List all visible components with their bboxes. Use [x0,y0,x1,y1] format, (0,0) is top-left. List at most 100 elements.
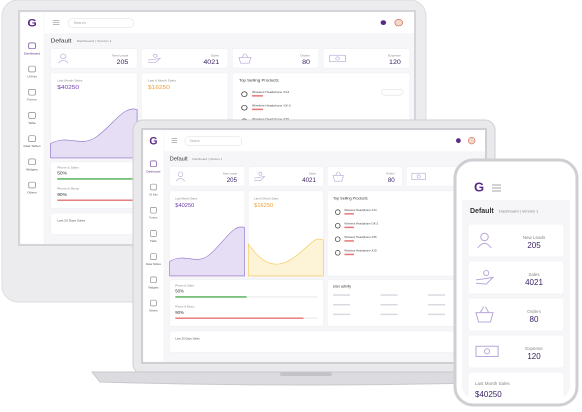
product-icon [335,236,341,242]
sales-area [169,226,245,277]
search-placeholder: Search [74,21,86,25]
sidebar-icon [150,207,157,214]
sidebar-icon [28,112,36,119]
sales-area [50,108,138,159]
sidebar-icon [150,230,157,237]
stat-value: 80 [388,177,395,184]
laptop-screen: G Search Dashboard UI Kits Forms Table Data Ta… [143,130,485,362]
sidebar-label: Forms [27,98,37,102]
page-title: Default [470,208,494,215]
laptop-notch [280,372,332,376]
avatar [468,137,476,145]
notification-icon [456,138,461,144]
sales-label: Last Month Sales [475,381,511,386]
progress-label: Phone & Sales [175,283,194,287]
product-name: Wireless Headphone X19 [344,249,377,253]
user-icon [176,177,185,182]
sidebar [143,130,165,362]
page-title: Default [51,38,72,45]
card-title: Top Selling Products [333,197,368,201]
card [467,334,565,369]
search-box [67,18,135,28]
user-icon [480,232,489,242]
sidebar-label: Widgets [148,285,159,289]
product-icon [335,250,341,256]
product-price [344,213,354,215]
basket-icon [475,306,494,323]
stat-label: Expense [388,53,401,57]
sidebar-label: Data Tables [23,144,41,148]
progress-value: 50% [57,171,67,176]
cash-icon [475,345,499,357]
activity-cell [333,304,351,306]
cash-icon [329,54,346,62]
notification-icon [380,20,387,26]
stat-label: Expense [525,346,543,351]
product-price [252,108,263,111]
progress-bar [175,296,247,298]
activity-cell [428,313,446,316]
card [141,48,229,69]
sidebar-label: UI Kits [27,75,37,79]
card-title: Last 20 Days Sales [175,337,200,341]
card [467,223,565,258]
product-name: Wireless Headphone X36 [252,117,289,121]
logo: G [27,18,37,29]
card [169,330,482,353]
product-name: Wireless Headphone X36 [344,235,377,239]
product-name: Wireless Headphone X13 [344,208,377,212]
logo: G [474,179,484,194]
sidebar-label: Table [150,239,157,243]
breadcrumb: Dashboard | Version 1 [499,209,539,214]
sidebar-label: Others [27,191,37,195]
stat-value: 120 [389,59,401,66]
stat-label: Sales [211,53,220,57]
stat-value: 120 [527,352,541,361]
user-icon [58,59,69,64]
sales-value: $40250 [175,203,194,209]
progress-bar [175,317,304,319]
cash-icon [416,174,421,179]
user-icon [177,171,184,177]
card [169,166,245,187]
stat-label: New Leads [112,53,129,57]
product-name: Wireless Headphone GK-2 [252,104,291,108]
breadcrumb: Dashboard | Version 1 [77,39,112,43]
hand-icon [148,57,162,64]
basket-icon [332,171,344,182]
card [467,371,565,398]
sidebar-icon [150,160,157,168]
stat-value: 4021 [203,59,219,66]
stat-value: 4021 [302,177,316,184]
sidebar-icon [28,42,36,50]
product-name: Wireless Headphone X13 [252,90,289,94]
sidebar-label: Others [149,309,158,313]
sidebar-icon [28,89,36,96]
product-price [252,95,263,97]
cash-icon [411,172,426,180]
product-name: Wireless Headphone GK-2 [344,222,378,226]
activity-cell [333,294,351,296]
card [322,48,410,69]
progress-value: 90% [175,310,184,315]
card [169,279,324,327]
card-title: Last 20 Days Sales [57,219,86,223]
sales-value: $40250 [475,390,502,399]
logo: G [149,135,157,147]
activity-cell [380,294,398,296]
progress-label: Phone & Music [175,305,195,309]
user-icon [60,53,67,59]
sidebar-icon [28,65,36,73]
search-placeholder: Search [190,139,201,143]
activity-cell [333,313,351,316]
sidebar-label: Forms [149,216,158,220]
sales-label: Last Month Sales [175,196,197,200]
product-price [344,240,354,242]
header [20,12,414,34]
sidebar-icon [28,158,36,166]
cash-icon [335,56,340,61]
sidebar-label: Dashboard [24,52,40,56]
hand-icon [475,276,495,285]
